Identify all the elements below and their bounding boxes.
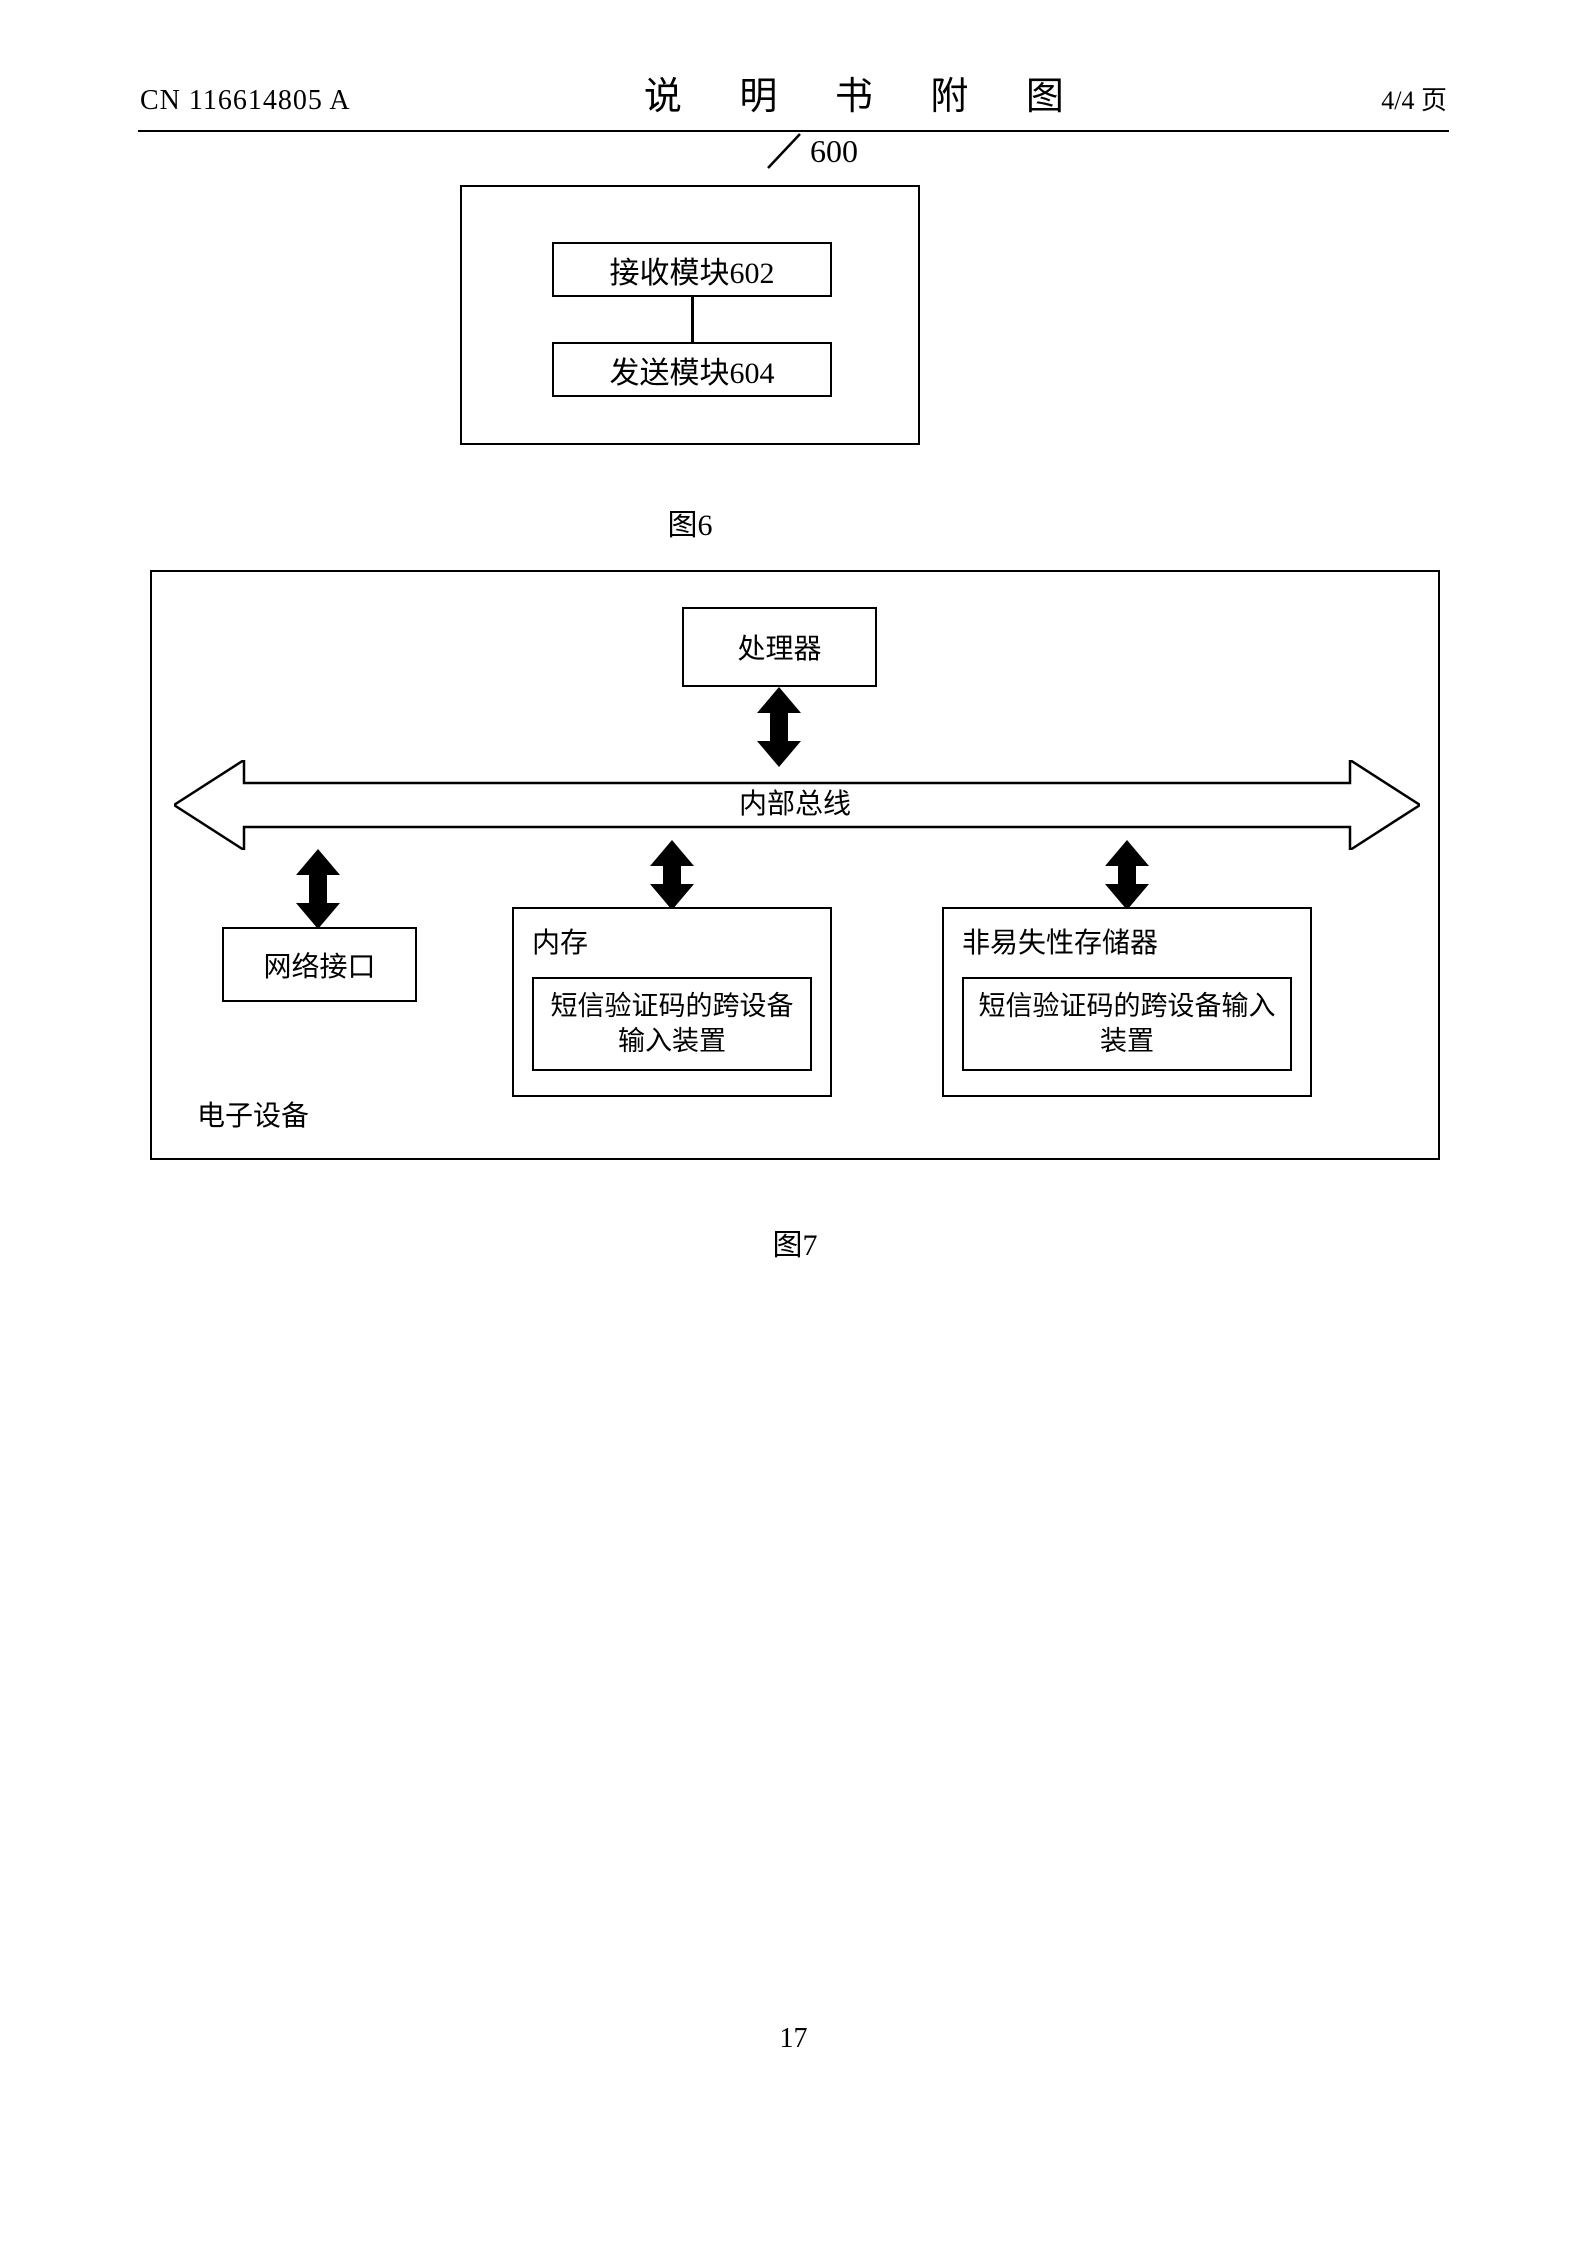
document-number: CN 116614805 A	[140, 85, 351, 117]
page-number: 17	[0, 2023, 1587, 2055]
fig7-memory-box: 内存 短信验证码的跨设备输入装置	[512, 907, 832, 1097]
fig7-mem-title: 内存	[532, 921, 812, 961]
fig6-reference-number: 600	[760, 130, 858, 170]
fig6-receive-module-box: 接收模块602	[552, 242, 832, 297]
fig7-nvm-title: 非易失性存储器	[962, 921, 1292, 961]
fig7-network-interface-box: 网络接口	[222, 927, 417, 1002]
fig6-leader-line-icon	[760, 130, 810, 170]
fig7-cpu-bus-arrow-icon	[754, 687, 804, 767]
fig7-mem-sub-box: 短信验证码的跨设备输入装置	[532, 977, 812, 1071]
fig6-send-module-box: 发送模块604	[552, 342, 832, 397]
fig7-net-bus-arrow-icon	[293, 849, 343, 929]
fig7-cpu-label: 处理器	[737, 627, 821, 667]
fig7-caption: 图7	[150, 1220, 1440, 1264]
fig7-device-label: 电子设备	[197, 1094, 309, 1134]
fig7-mem-sub-label: 短信验证码的跨设备输入装置	[551, 991, 794, 1056]
figure-7: 处理器 内部总线 网络接口 内存 短信验证码的跨设备输入装置	[150, 570, 1440, 1264]
page-info: 4/4 页	[1381, 80, 1447, 117]
fig7-net-label: 网络接口	[263, 945, 375, 985]
fig7-bus-label: 内部总线	[152, 782, 1438, 822]
fig6-box1-label: 接收模块602	[610, 248, 775, 292]
figure-6: 600 接收模块602 发送模块604 图6	[460, 165, 960, 544]
fig6-ref-text: 600	[810, 133, 858, 170]
fig6-caption: 图6	[460, 500, 920, 544]
fig7-device-box: 处理器 内部总线 网络接口 内存 短信验证码的跨设备输入装置	[150, 570, 1440, 1160]
page-header: CN 116614805 A 说 明 书 附 图 4/4 页	[0, 65, 1587, 132]
fig7-processor-box: 处理器	[682, 607, 877, 687]
fig6-container-box: 接收模块602 发送模块604	[460, 185, 920, 445]
header-row: CN 116614805 A 说 明 书 附 图 4/4 页	[0, 65, 1587, 120]
fig7-nvm-sub-label: 短信验证码的跨设备输入装置	[979, 991, 1276, 1056]
fig6-connector-line	[691, 297, 694, 342]
fig7-nonvolatile-memory-box: 非易失性存储器 短信验证码的跨设备输入装置	[942, 907, 1312, 1097]
document-title: 说 明 书 附 图	[644, 65, 1088, 120]
fig6-box2-label: 发送模块604	[610, 348, 775, 392]
fig7-nvm-sub-box: 短信验证码的跨设备输入装置	[962, 977, 1292, 1071]
